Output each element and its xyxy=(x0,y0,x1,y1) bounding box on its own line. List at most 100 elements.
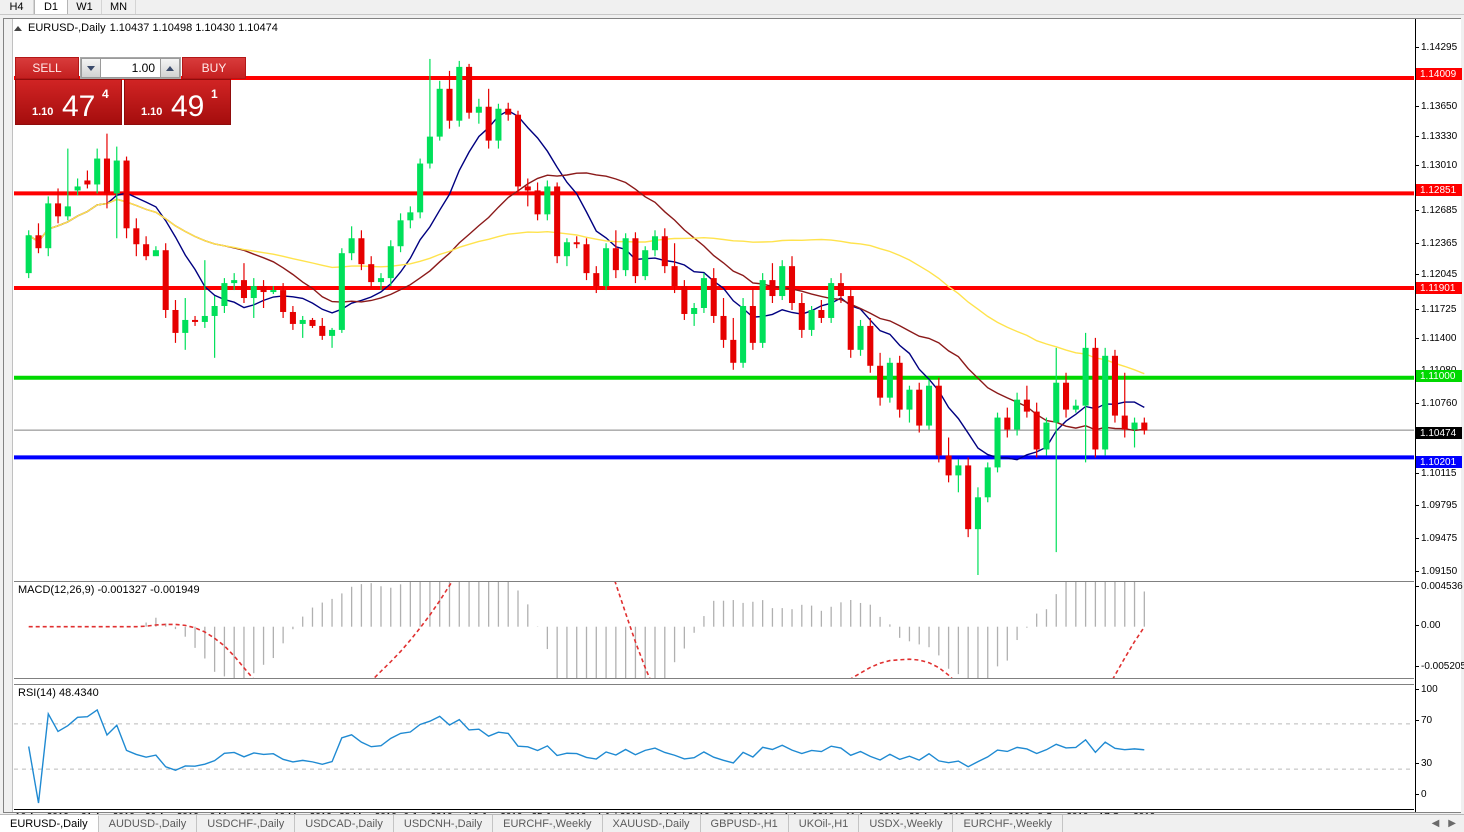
candle xyxy=(661,228,668,274)
price-level-label[interactable]: 1.11000 xyxy=(1416,370,1462,382)
price-scale-tick: 1.09475 xyxy=(1416,533,1462,545)
candle xyxy=(172,300,179,343)
candle xyxy=(84,170,91,189)
candle xyxy=(231,273,238,291)
chart-tab-0[interactable]: EURUSD-,Daily xyxy=(0,815,99,832)
price-scale-tick: 1.12045 xyxy=(1416,269,1462,281)
candle xyxy=(133,218,140,257)
chart-tab-6[interactable]: XAUUSD-,Daily xyxy=(602,815,701,832)
macd-label: MACD(12,26,9) -0.001327 -0.001949 xyxy=(18,584,200,596)
chart-tab-9[interactable]: USDX-,Weekly xyxy=(859,815,954,832)
candle xyxy=(1102,347,1109,456)
candle xyxy=(1023,385,1030,418)
timeframe-h4[interactable]: H4 xyxy=(0,0,34,14)
chart-tab-2[interactable]: USDCHF-,Daily xyxy=(197,815,296,832)
candle xyxy=(25,230,32,279)
candle xyxy=(1053,347,1060,553)
candle xyxy=(524,178,531,207)
volume-stepper[interactable]: 1.00 xyxy=(80,57,181,79)
chart-tab-bar: EURUSD-,Daily AUDUSD-,Daily USDCHF-,Daily U… xyxy=(0,814,1464,832)
price-scale-tick: 1.09150 xyxy=(1416,566,1462,578)
candle xyxy=(289,306,296,330)
buy-price-tile[interactable]: 1.10 49 1 xyxy=(124,79,231,125)
rsi-pane[interactable]: RSI(14) 48.4340 xyxy=(14,684,1414,808)
one-click-trading-panel[interactable]: SELL 1.00 BUY 1.10 47 4 1.10 49 1 xyxy=(15,57,247,125)
candle xyxy=(642,246,649,281)
chevron-left-icon[interactable]: ◀ xyxy=(1431,818,1440,829)
chart-ohlc-values: 1.10437 1.10498 1.10430 1.10474 xyxy=(109,22,278,34)
macd-pane[interactable]: MACD(12,26,9) -0.001327 -0.001949 xyxy=(14,581,1414,679)
rsi-chart-svg xyxy=(14,708,1414,804)
volume-up-button[interactable] xyxy=(160,58,180,78)
timeframe-toolbar: H4 D1 W1 MN xyxy=(0,0,1464,15)
price-scale-tick: 1.13650 xyxy=(1416,101,1462,113)
candle xyxy=(260,280,267,308)
volume-input[interactable]: 1.00 xyxy=(101,58,160,78)
candle xyxy=(622,233,629,277)
candle xyxy=(35,223,42,254)
tab-nav-buttons[interactable]: ◀ ▶ xyxy=(1432,815,1464,832)
candle xyxy=(495,103,502,149)
price-scale-tick: -0.005205 xyxy=(1416,661,1464,673)
chart-tab-7[interactable]: GBPUSD-,H1 xyxy=(700,815,789,832)
price-level-label[interactable]: 1.10474 xyxy=(1416,427,1462,439)
price-pane[interactable] xyxy=(14,37,1414,577)
chevron-right-icon[interactable]: ▶ xyxy=(1448,818,1456,829)
candle xyxy=(475,98,482,124)
chart-canvas-window: EURUSD-,Daily 1.10437 1.10498 1.10430 1.… xyxy=(3,18,1464,823)
sell-price-big: 47 xyxy=(62,90,96,123)
chart-tab-8[interactable]: UKOil-,H1 xyxy=(788,815,860,832)
candle xyxy=(593,266,600,294)
candle xyxy=(182,298,189,350)
price-scale-tick: 1.10115 xyxy=(1416,468,1462,480)
chart-tab-1[interactable]: AUDUSD-,Daily xyxy=(98,815,198,832)
buy-button[interactable]: BUY xyxy=(182,57,246,79)
candle xyxy=(1043,417,1050,456)
tab-spacer xyxy=(1063,815,1432,832)
timeframe-w1[interactable]: W1 xyxy=(68,0,102,14)
price-scale[interactable]: 1.142951.139751.136501.133301.130101.126… xyxy=(1415,19,1464,812)
sell-button[interactable]: SELL xyxy=(15,57,79,79)
candle xyxy=(192,315,199,326)
oct-price-row: 1.10 47 4 1.10 49 1 xyxy=(15,79,247,125)
timeframe-d1-label: D1 xyxy=(43,1,59,13)
candle xyxy=(417,158,424,219)
chart-tab-4[interactable]: USDCNH-,Daily xyxy=(393,815,494,832)
candle xyxy=(55,188,62,224)
price-level-label[interactable]: 1.10201 xyxy=(1416,456,1462,468)
candle xyxy=(925,379,933,430)
candle xyxy=(808,306,815,336)
chart-tab-3[interactable]: USDCAD-,Daily xyxy=(295,815,394,832)
candle xyxy=(113,146,120,239)
candle xyxy=(603,243,610,291)
candle xyxy=(45,196,52,257)
buy-price-prefix: 1.10 xyxy=(141,106,163,118)
triangle-up-icon[interactable] xyxy=(14,25,22,31)
price-scale-tick: 0.00 xyxy=(1416,620,1462,632)
chart-tab-5[interactable]: EURCHF-,Weekly xyxy=(493,815,603,832)
price-level-label[interactable]: 1.12851 xyxy=(1416,184,1462,196)
candle xyxy=(651,230,659,257)
chart-tab-10[interactable]: EURCHF-,Weekly xyxy=(953,815,1063,832)
candle xyxy=(935,377,942,463)
candle xyxy=(788,256,796,310)
candle xyxy=(877,352,884,406)
buy-button-label: BUY xyxy=(201,61,227,75)
timeframe-mn[interactable]: MN xyxy=(102,0,136,14)
candle xyxy=(583,238,590,281)
candle xyxy=(1014,392,1021,436)
candle xyxy=(573,236,580,249)
candle xyxy=(818,300,825,323)
chevron-up-icon xyxy=(166,65,174,71)
sell-price-tile[interactable]: 1.10 47 4 xyxy=(15,79,122,125)
candle xyxy=(749,288,756,350)
price-level-label[interactable]: 1.14009 xyxy=(1416,68,1462,80)
vertical-scrollbar[interactable] xyxy=(4,19,13,812)
rsi-line xyxy=(28,708,1145,804)
candle xyxy=(309,317,316,328)
price-level-label[interactable]: 1.11901 xyxy=(1416,282,1462,294)
volume-down-button[interactable] xyxy=(81,58,101,78)
timeframe-d1[interactable]: D1 xyxy=(34,0,68,14)
price-scale-tick: 0.004536 xyxy=(1416,581,1463,593)
price-scale-tick: 1.11400 xyxy=(1416,333,1462,345)
